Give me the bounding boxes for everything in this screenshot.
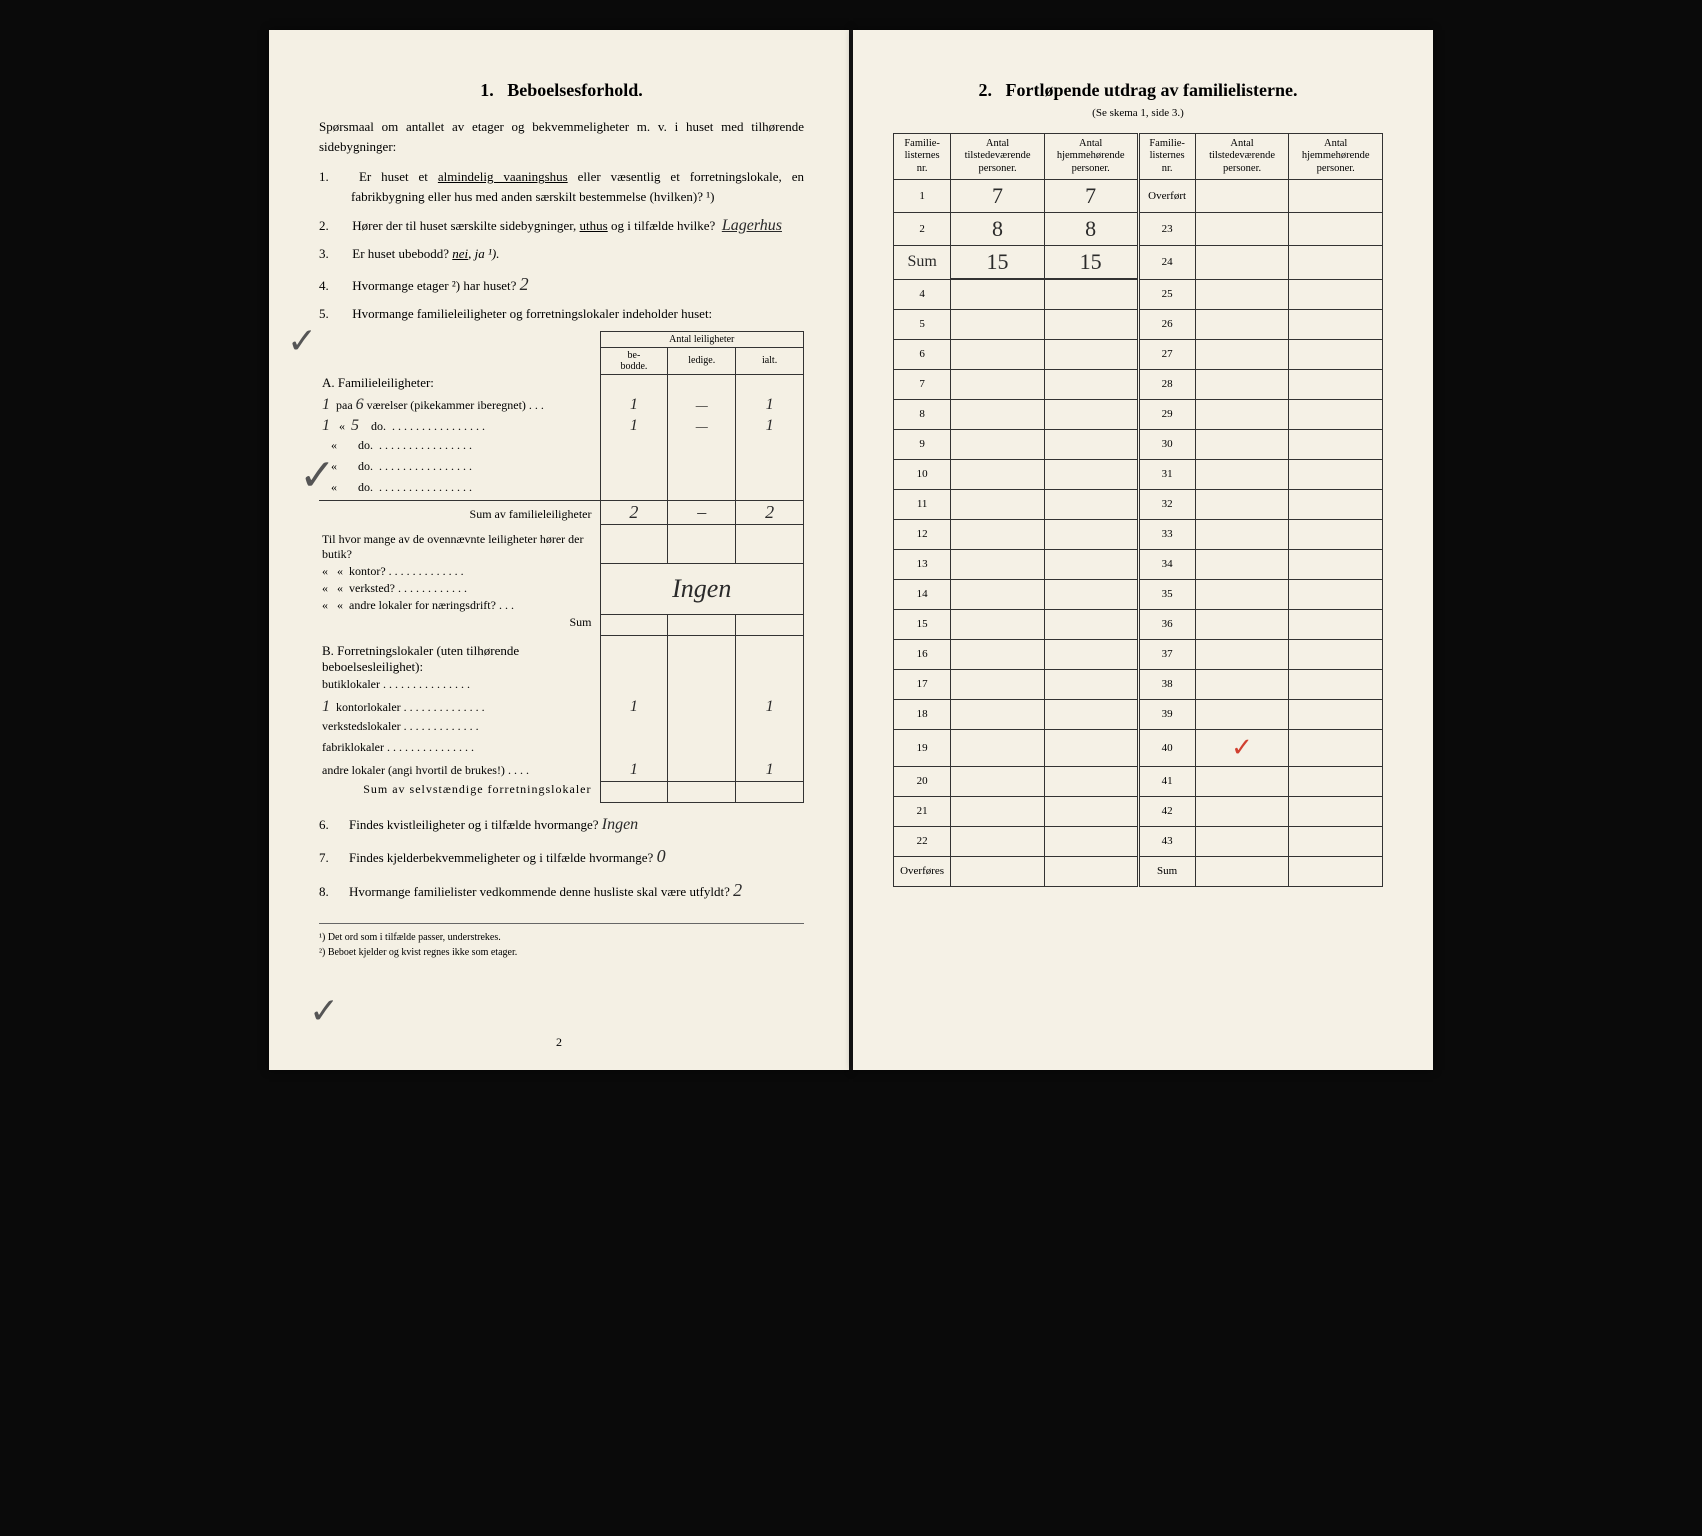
q8-answer: 2 bbox=[733, 880, 742, 900]
leil-header: Antal leiligheter bbox=[600, 331, 804, 347]
row-b-andre: andre lokaler (angi hvortil de brukes!) … bbox=[319, 760, 804, 781]
sec-a-label: A. Familieleiligheter: bbox=[319, 374, 600, 395]
title-num: 1. bbox=[480, 80, 494, 100]
table-row: 1334 bbox=[894, 549, 1383, 579]
apartments-table: Antal leiligheter be-bodde. ledige. ialt… bbox=[319, 331, 804, 803]
q2: 2. Hører der til huset særskilte sidebyg… bbox=[335, 214, 804, 239]
q4: 4. Hvormange etager ²) har huset? 2 bbox=[335, 271, 804, 299]
pencil-check-2: ✓ bbox=[299, 450, 336, 501]
sum-a-row: Sum av familieleiligheter 2 – 2 bbox=[319, 500, 804, 524]
q3: 3. Er huset ubebodd? nei, ja ¹). bbox=[335, 244, 804, 264]
col-tilstede-1: Antaltilstedeværendepersoner. bbox=[951, 134, 1045, 180]
page-number: 2 bbox=[269, 1035, 849, 1050]
table-row: 28823 bbox=[894, 213, 1383, 246]
table-row: 425 bbox=[894, 279, 1383, 309]
col-bebodde: be-bodde. bbox=[600, 347, 668, 374]
title-text: Beboelsesforhold. bbox=[507, 80, 643, 100]
q6: 6.Findes kvistleiligheter og i tilfælde … bbox=[335, 813, 804, 838]
footnote-1: ¹) Det ord som i tilfælde passer, unders… bbox=[319, 930, 804, 945]
col-ialt: ialt. bbox=[736, 347, 804, 374]
q5: 5. Hvormange familieleiligheter og forre… bbox=[335, 304, 804, 324]
table-row: 1940✓ bbox=[894, 729, 1383, 766]
family-register-table: Familie-listernesnr. Antaltilstedeværend… bbox=[893, 133, 1383, 887]
table-row: Sum151524 bbox=[894, 246, 1383, 280]
sec-b-label: B. Forretningslokaler (uten tilhørende b… bbox=[319, 635, 600, 676]
pencil-check-1: ✓ bbox=[287, 320, 317, 362]
table-row-footer: OverføresSum bbox=[894, 856, 1383, 886]
q6-answer: Ingen bbox=[602, 816, 638, 833]
questions-678: 6.Findes kvistleiligheter og i tilfælde … bbox=[319, 813, 804, 906]
table-row: 526 bbox=[894, 309, 1383, 339]
table-row: 930 bbox=[894, 429, 1383, 459]
table-row: 1839 bbox=[894, 699, 1383, 729]
q4-answer: 2 bbox=[520, 274, 529, 294]
col-hjemme-2: Antalhjemmehørendepersoner. bbox=[1289, 134, 1383, 180]
q2-answer: Lagerhus bbox=[722, 217, 782, 234]
right-title: 2. Fortløpende utdrag av familielisterne… bbox=[893, 80, 1383, 101]
table-row: 2142 bbox=[894, 796, 1383, 826]
question-list: 1. Er huset et almindelig vaaningshus el… bbox=[319, 167, 804, 324]
q7-answer: 0 bbox=[657, 846, 666, 866]
row-a2: 1 « 5 do. . . . . . . . . . . . . . . . … bbox=[319, 416, 804, 437]
col-nr-2: Familie-listernesnr. bbox=[1138, 134, 1195, 180]
q8: 8.Hvormange familielister vedkommende de… bbox=[335, 877, 804, 905]
table-row: 177Overført bbox=[894, 180, 1383, 213]
footnotes: ¹) Det ord som i tilfælde passer, unders… bbox=[319, 923, 804, 960]
table-row: 1738 bbox=[894, 669, 1383, 699]
row-b-kontor: 1 kontorlokaler . . . . . . . . . . . . … bbox=[319, 697, 804, 718]
table-row: 1132 bbox=[894, 489, 1383, 519]
footnote-2: ²) Beboet kjelder og kvist regnes ikke s… bbox=[319, 945, 804, 960]
left-title: 1. Beboelsesforhold. bbox=[319, 80, 804, 101]
right-subhead: (Se skema 1, side 3.) bbox=[893, 107, 1383, 119]
table-row: 1031 bbox=[894, 459, 1383, 489]
table-row: 1435 bbox=[894, 579, 1383, 609]
table-row: 627 bbox=[894, 339, 1383, 369]
table-row: 1536 bbox=[894, 609, 1383, 639]
q7: 7.Findes kjelderbekvemmeligheter og i ti… bbox=[335, 843, 804, 871]
table-row: 1233 bbox=[894, 519, 1383, 549]
intro-text: Spørsmaal om antallet av etager og bekve… bbox=[319, 117, 804, 157]
apartments-block: Antal leiligheter be-bodde. ledige. ialt… bbox=[319, 331, 804, 803]
table-row: 728 bbox=[894, 369, 1383, 399]
col-ledige: ledige. bbox=[668, 347, 736, 374]
ingen-answer: Ingen bbox=[672, 574, 731, 603]
sum-b-label: Sum av selvstændige forretningslokaler bbox=[319, 781, 600, 802]
right-page: 2. Fortløpende utdrag av familielisterne… bbox=[853, 30, 1433, 1070]
row-a1: 1 paa 6 værelser (pikekammer iberegnet) … bbox=[319, 395, 804, 416]
q1: 1. Er huset et almindelig vaaningshus el… bbox=[335, 167, 804, 207]
pencil-check-3: ✓ bbox=[309, 990, 339, 1032]
table-row: 2243 bbox=[894, 826, 1383, 856]
table-row: 829 bbox=[894, 399, 1383, 429]
col-hjemme-1: Antalhjemmehørendepersoner. bbox=[1044, 134, 1138, 180]
left-page: ✓ ✓ ✓ 1. Beboelsesforhold. Spørsmaal om … bbox=[269, 30, 849, 1070]
col-tilstede-2: Antaltilstedeværendepersoner. bbox=[1195, 134, 1289, 180]
table-row: 2041 bbox=[894, 766, 1383, 796]
table-row: 1637 bbox=[894, 639, 1383, 669]
col-nr-1: Familie-listernesnr. bbox=[894, 134, 951, 180]
